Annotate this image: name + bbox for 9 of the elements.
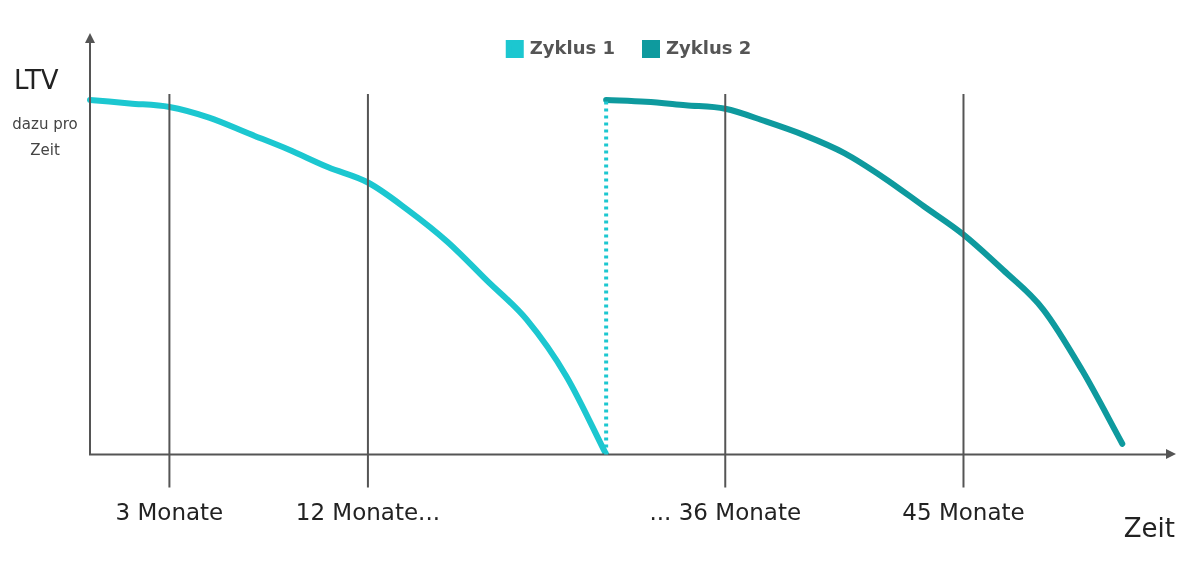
text: dazu pro Zeit — [12, 114, 78, 159]
x-tick-label: 45 Monate — [902, 499, 1025, 526]
y-axis-title: LTV — [14, 64, 59, 95]
x-tick-label: 12 Monate... — [295, 499, 441, 526]
legend-label: Zyklus 1 — [529, 36, 615, 58]
legend-label: Zyklus 2 — [666, 36, 752, 58]
x-tick-label: ... 36 Monate — [649, 499, 802, 526]
x-tick-label: 3 Monate — [115, 499, 224, 526]
x-axis-title: Zeit — [1123, 512, 1175, 543]
